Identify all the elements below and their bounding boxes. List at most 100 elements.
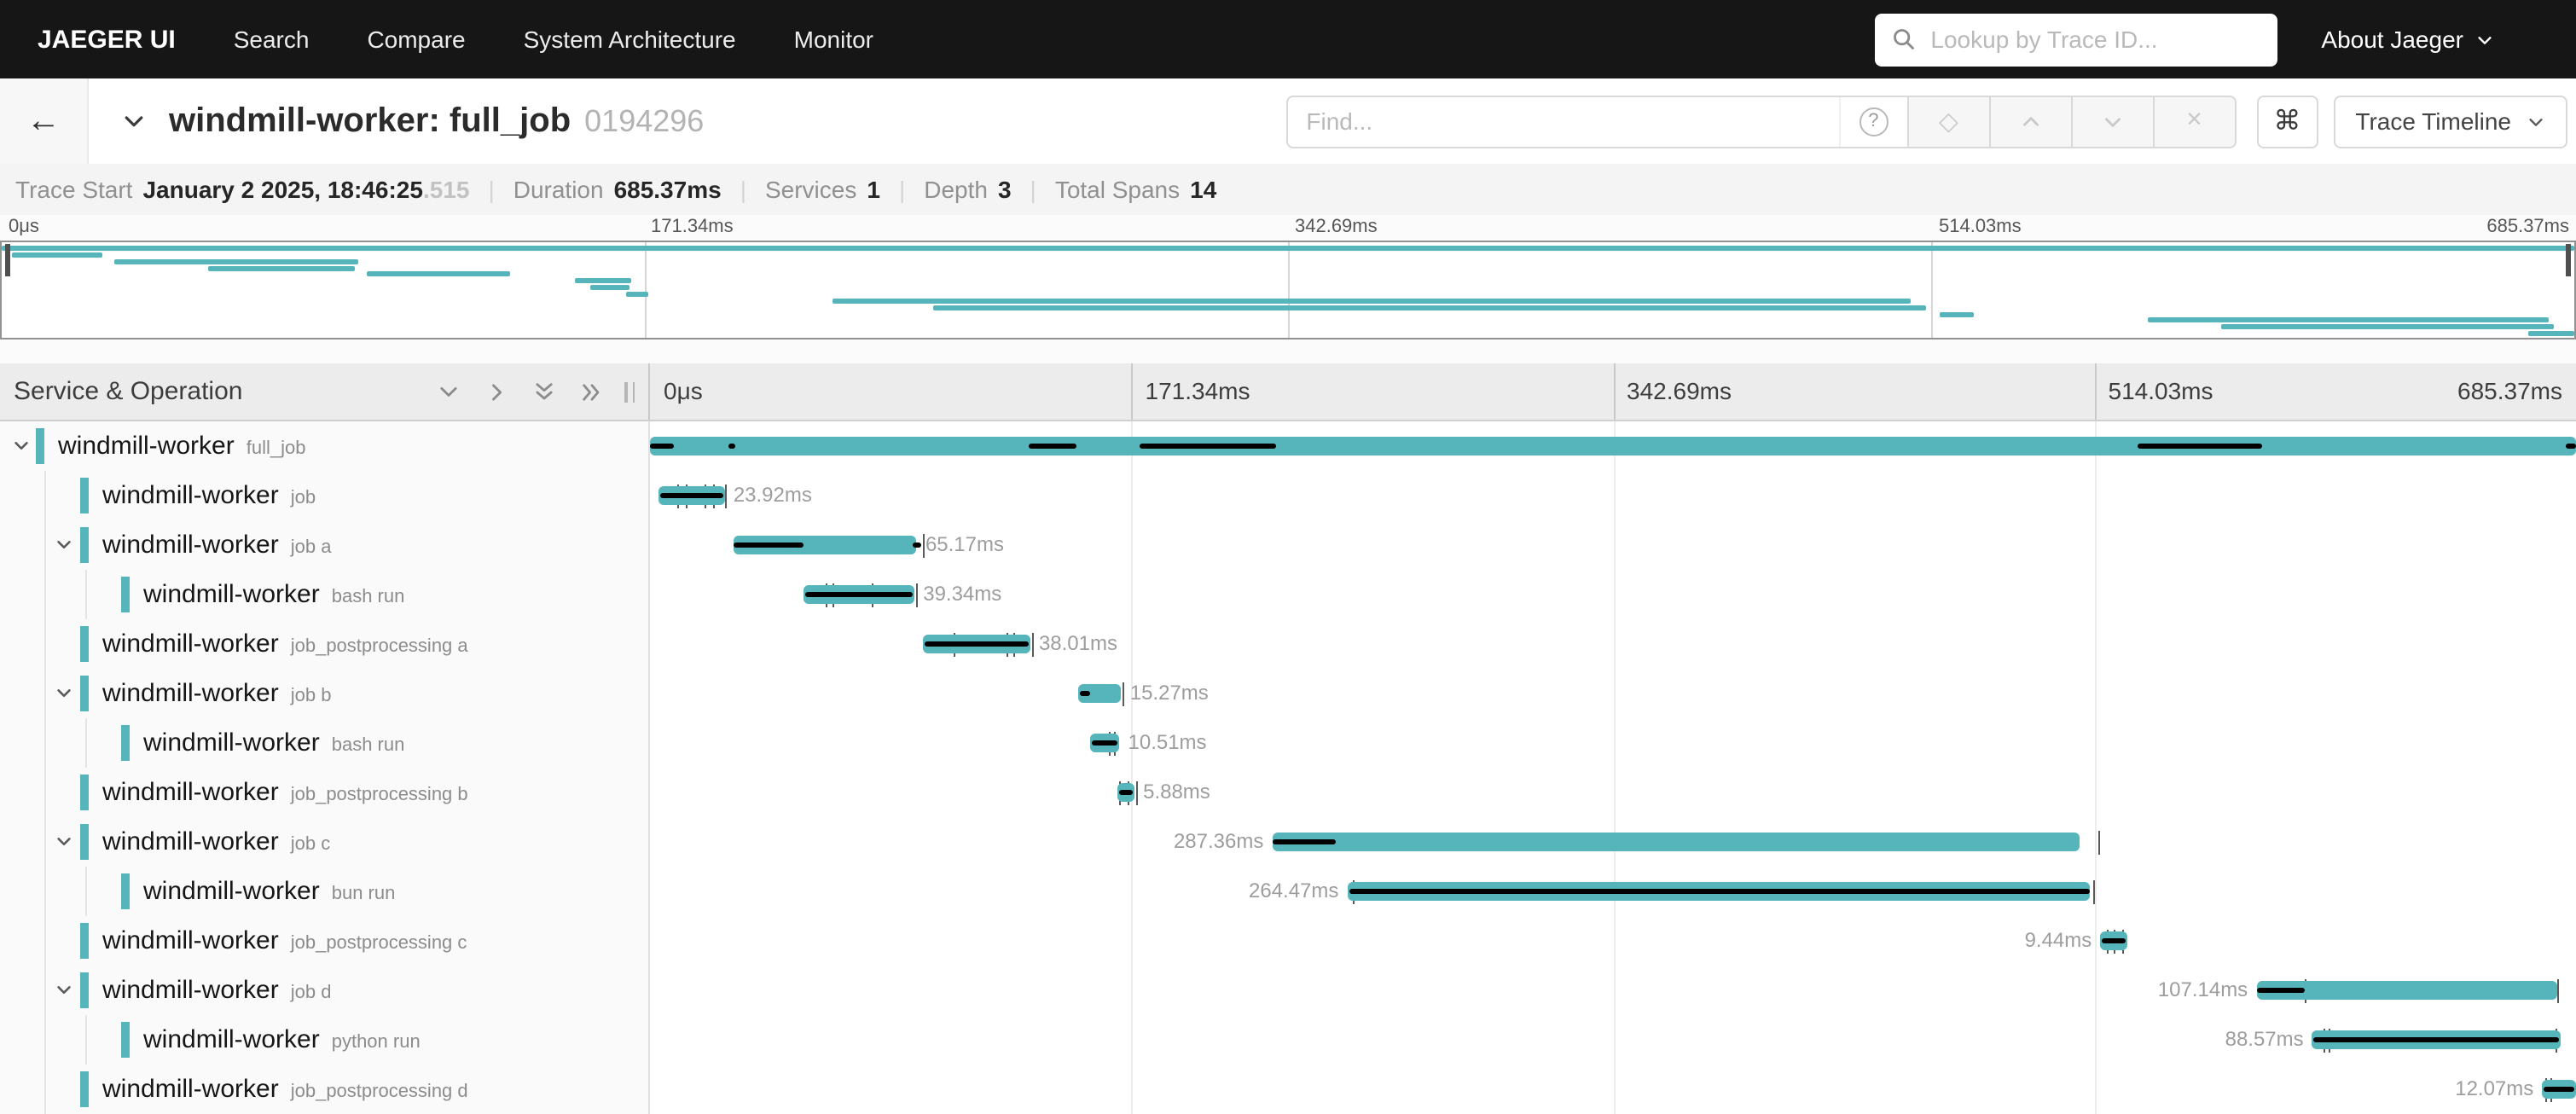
- service-name-label: windmill-worker: [143, 728, 320, 757]
- service-name-label: windmill-worker: [102, 630, 279, 659]
- span-name-row[interactable]: windmill-worker bash run: [0, 570, 648, 619]
- stat-separator: |: [488, 176, 495, 203]
- find-help-button[interactable]: ?: [1838, 96, 1906, 146]
- timeline-tick-label: 171.34ms: [1145, 377, 1250, 404]
- span-bar[interactable]: [650, 437, 2576, 455]
- span-bar-row[interactable]: 107.14ms: [650, 966, 2576, 1015]
- span-name-row[interactable]: windmill-worker full_job: [0, 421, 648, 471]
- span-name-row[interactable]: windmill-worker job c: [0, 817, 648, 867]
- span-name-row[interactable]: windmill-worker bash run: [0, 718, 648, 768]
- timeline-header-separator: [1613, 363, 1615, 420]
- minimap-canvas[interactable]: [0, 241, 2576, 339]
- span-bar-row[interactable]: 39.34ms: [650, 570, 2576, 619]
- indent-guide: [44, 1015, 46, 1065]
- minimap-left-scrubber-handle[interactable]: [5, 244, 10, 276]
- span-name: windmill-worker job_postprocessing a: [102, 619, 468, 669]
- operation-name-label: full_job: [246, 438, 306, 459]
- chevron-down-icon[interactable]: [12, 437, 31, 455]
- nav-item-system-architecture[interactable]: System Architecture: [523, 26, 736, 53]
- trace-lookup-input[interactable]: [1927, 24, 2260, 55]
- next-match-button[interactable]: [2072, 95, 2155, 148]
- service-name-label: windmill-worker: [143, 1025, 320, 1054]
- expand-all-icon[interactable]: [580, 380, 604, 404]
- indent-guide: [44, 570, 46, 619]
- span-bar-row[interactable]: 23.92ms: [650, 471, 2576, 520]
- stat-label: Depth: [924, 176, 988, 203]
- critical-path-segment: [2101, 938, 2126, 943]
- collapse-one-icon[interactable]: [437, 380, 461, 404]
- span-duration-label: 9.44ms: [2024, 928, 2092, 952]
- span-name-row[interactable]: windmill-worker job b: [0, 669, 648, 718]
- span-name-row[interactable]: windmill-worker job d: [0, 966, 648, 1015]
- prev-match-button[interactable]: [1990, 95, 2073, 148]
- span-duration-label: 88.57ms: [2225, 1027, 2304, 1051]
- span-bar-row[interactable]: 9.44ms: [650, 916, 2576, 966]
- critical-path-segment: [728, 444, 736, 449]
- clear-find-button[interactable]: ×: [2154, 95, 2237, 148]
- span-name: windmill-worker job: [102, 471, 316, 520]
- critical-path-segment: [650, 444, 674, 449]
- service-accent-bar: [80, 626, 88, 662]
- minimap-ruler: 0μs 171.34ms 342.69ms 514.03ms 685.37ms: [0, 215, 2576, 241]
- trace-view-selector[interactable]: Trace Timeline: [2333, 95, 2567, 148]
- nav-item-compare[interactable]: Compare: [367, 26, 466, 53]
- chevron-down-icon[interactable]: [55, 833, 73, 851]
- span-bar-row[interactable]: 15.27ms: [650, 669, 2576, 718]
- span-bar-row[interactable]: 65.17ms: [650, 520, 2576, 570]
- span-name-row[interactable]: windmill-worker bun run: [0, 867, 648, 916]
- expand-one-icon[interactable]: [484, 380, 508, 404]
- nav-item-search[interactable]: Search: [233, 26, 310, 53]
- chevron-down-icon: [125, 115, 143, 126]
- log-tick: [1032, 633, 1035, 657]
- nav-item-monitor[interactable]: Monitor: [793, 26, 873, 53]
- span-bar[interactable]: [1078, 684, 1122, 703]
- collapse-all-icon[interactable]: [532, 380, 556, 404]
- stat-value-suffix: .515: [422, 176, 470, 203]
- focus-match-button[interactable]: ◇: [1908, 95, 1991, 148]
- back-button[interactable]: ←: [0, 78, 89, 164]
- span-bar-row[interactable]: 5.88ms: [650, 768, 2576, 817]
- keyboard-shortcuts-button[interactable]: ⌘: [2256, 95, 2318, 148]
- span-bar[interactable]: [1272, 833, 2080, 851]
- column-resize-handle[interactable]: [624, 382, 635, 403]
- span-bar-row[interactable]: 12.07ms: [650, 1065, 2576, 1114]
- operation-name-label: job_postprocessing a: [290, 636, 468, 657]
- span-bar[interactable]: [2256, 981, 2558, 1000]
- span-bar[interactable]: [734, 536, 917, 554]
- span-name-row[interactable]: windmill-worker job_postprocessing c: [0, 916, 648, 966]
- log-tick: [2092, 880, 2095, 904]
- span-bar-row[interactable]: 38.01ms: [650, 619, 2576, 669]
- minimap-span-bar: [574, 278, 632, 284]
- span-bar-row[interactable]: [650, 421, 2576, 471]
- service-accent-bar: [121, 725, 129, 761]
- top-navbar: JAEGER UI Search Compare System Architectu…: [0, 0, 2576, 78]
- service-accent-bar: [80, 972, 88, 1008]
- span-name-row[interactable]: windmill-worker job_postprocessing d: [0, 1065, 648, 1114]
- timeline-header-left: Service & Operation: [0, 363, 650, 420]
- span-bar-row[interactable]: 287.36ms: [650, 817, 2576, 867]
- span-name-row[interactable]: windmill-worker job a: [0, 520, 648, 570]
- minimap-right-scrubber-handle[interactable]: [2566, 244, 2571, 276]
- minimap-tick-label: 685.37ms: [2486, 217, 2569, 237]
- span-name: windmill-worker job d: [102, 966, 331, 1015]
- span-name-row[interactable]: windmill-worker python run: [0, 1015, 648, 1065]
- stat-value: 1: [867, 176, 880, 203]
- minimap-span-bar: [833, 298, 1912, 304]
- span-name-row[interactable]: windmill-worker job_postprocessing b: [0, 768, 648, 817]
- trace-collapse-toggle[interactable]: [121, 108, 147, 134]
- chevron-down-icon[interactable]: [55, 536, 73, 554]
- trace-lookup-box[interactable]: [1874, 13, 2277, 66]
- span-name: windmill-worker job_postprocessing d: [102, 1065, 468, 1114]
- timeline-header-ticks: 0μs 171.34ms 342.69ms 514.03ms 685.37ms: [650, 363, 2576, 420]
- chevron-down-icon[interactable]: [55, 684, 73, 703]
- chevron-down-icon[interactable]: [55, 981, 73, 1000]
- span-name-row[interactable]: windmill-worker job: [0, 471, 648, 520]
- span-bar-row[interactable]: 10.51ms: [650, 718, 2576, 768]
- span-bar-row[interactable]: 264.47ms: [650, 867, 2576, 916]
- span-duration-label: 23.92ms: [733, 483, 812, 507]
- about-jaeger-menu[interactable]: About Jaeger: [2321, 26, 2494, 53]
- app-logo[interactable]: JAEGER UI: [38, 25, 176, 54]
- span-bar-row[interactable]: 88.57ms: [650, 1015, 2576, 1065]
- find-input[interactable]: [1287, 107, 1839, 135]
- span-name-row[interactable]: windmill-worker job_postprocessing a: [0, 619, 648, 669]
